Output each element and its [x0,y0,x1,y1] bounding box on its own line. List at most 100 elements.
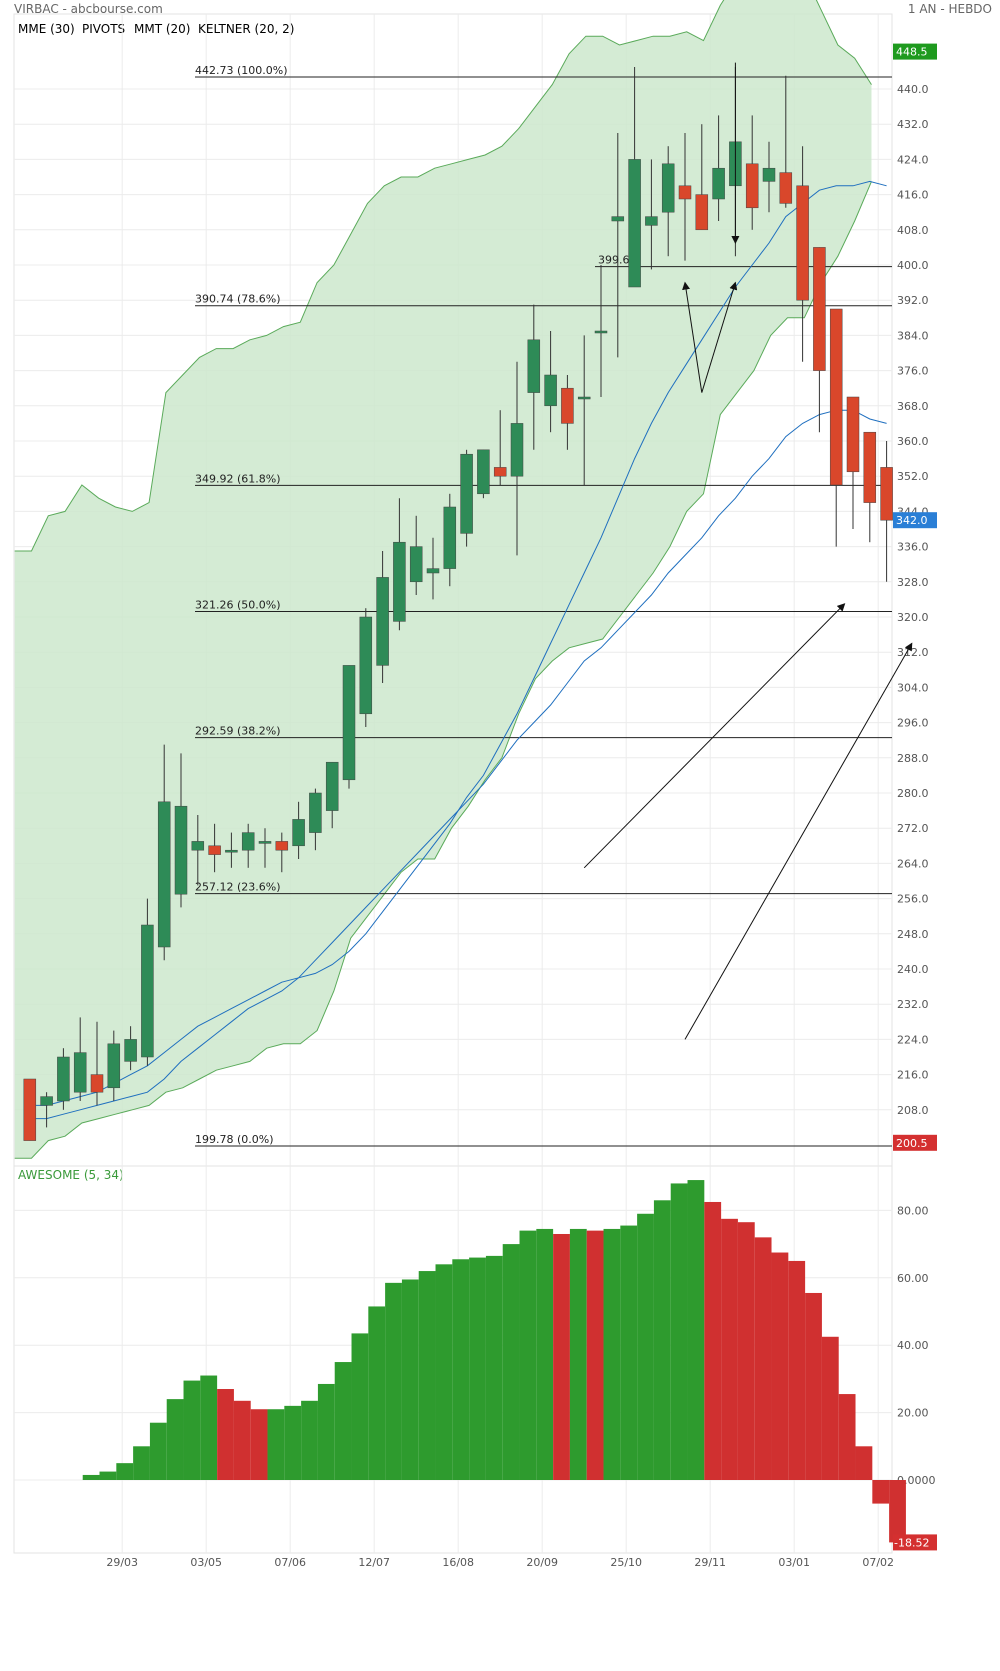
price-tick-label: 408.0 [897,224,929,237]
date-tick-label: 20/09 [526,1556,558,1569]
awesome-bar [385,1282,402,1480]
awesome-bar [821,1336,839,1480]
price-tick-label: 312.0 [897,646,929,659]
candle-body [359,616,373,715]
candle-body [309,792,322,833]
candle [527,304,541,450]
awesome-tick-label: 40.00 [897,1339,929,1352]
date-tick-label: 07/06 [274,1556,306,1569]
price-tick-label: 256.0 [897,893,929,906]
awesome-bar [317,1383,335,1480]
candle-body [645,216,658,226]
candle-body [661,163,675,213]
candle-body [779,172,793,204]
awesome-bar [536,1228,554,1480]
candle [73,1017,87,1101]
candle [661,146,675,257]
candle-body [225,849,238,853]
price-tick-label: 296.0 [897,717,929,730]
price-tick-label: 400.0 [897,259,929,272]
date-tick-label: 12/07 [358,1556,390,1569]
keltner-band [14,0,872,1159]
candle [577,335,591,485]
price-tick-label: 248.0 [897,928,929,941]
candle [779,75,793,208]
awesome-bar [183,1380,201,1480]
legend-mmt20[interactable]: MMT (20) [134,22,191,36]
last-price-badge: 342.0 [896,514,928,527]
candle-body [376,577,389,666]
awesome-legend[interactable]: AWESOME (5, 34) [18,1168,124,1182]
awesome-bar [721,1218,738,1480]
awesome-bar [687,1180,705,1480]
price-tick-label: 272.0 [897,822,929,835]
price-tick-label: 232.0 [897,998,929,1011]
candle [594,265,608,397]
candle [645,159,658,270]
candle [325,761,339,829]
candle-body [208,845,221,855]
candle-body [174,805,188,895]
fibonacci-label: 292.59 (38.2%) [195,725,281,738]
candle [846,396,860,529]
candle-body [141,924,154,1058]
fibonacci-label: 321.26 (50.0%) [195,598,281,611]
candle-body [510,423,524,477]
awesome-bar [553,1233,570,1480]
candle [241,823,255,868]
awesome-bar [334,1362,352,1480]
candle [174,753,188,908]
candle [477,449,490,499]
candle [745,115,759,230]
awesome-bar [653,1200,671,1480]
candle-body [157,801,171,948]
awesome-bar [502,1244,520,1480]
candle-body [90,1074,104,1093]
annotation-arrow [684,642,913,1040]
fibonacci-label: 349.92 (61.8%) [195,472,281,485]
awesome-bar [485,1255,503,1480]
candle [107,1030,121,1101]
candle-body [745,163,759,209]
candle [393,498,406,631]
candle-body [678,185,692,200]
date-tick-label: 07/02 [862,1556,894,1569]
awesome-bar [301,1400,318,1480]
candle [460,449,473,547]
awesome-bar [469,1257,486,1480]
high-price-badge: 448.5 [896,46,928,59]
candle-body [577,396,591,400]
candle-body [241,832,255,851]
candle [309,788,322,851]
candle [695,124,709,231]
candle [628,67,641,288]
awesome-last-badge-bg [893,1534,937,1551]
price-tick-label: 320.0 [897,611,929,624]
awesome-bar [754,1237,772,1480]
price-tick-label: 240.0 [897,963,929,976]
candle-body [107,1043,121,1089]
price-tick-label: 424.0 [897,153,929,166]
candle-body [712,167,725,200]
annotation-arrow [682,281,703,393]
candle-body [393,541,406,622]
candle-body [493,467,507,477]
date-tick-label: 03/01 [778,1556,810,1569]
price-tick-label: 392.0 [897,294,929,307]
low-price-badge-bg [893,1134,937,1151]
legend-mme30[interactable]: MME (30) [18,22,75,36]
awesome-bar [284,1405,302,1480]
candle [40,1092,53,1128]
awesome-tick-label: 0.0000 [897,1474,936,1487]
price-tick-label: 216.0 [897,1069,929,1082]
annotation-arrow [583,603,846,869]
awesome-bar [452,1259,470,1480]
candle [813,247,826,433]
candle-body [426,568,440,574]
legend-pivots[interactable]: PIVOTS [82,22,126,36]
candle [342,665,356,789]
price-tick-label: 352.0 [897,470,929,483]
keltner-lower-line [14,181,872,1159]
date-tick-label: 03/05 [190,1556,222,1569]
legend-keltner[interactable]: KELTNER (20, 2) [198,22,295,36]
